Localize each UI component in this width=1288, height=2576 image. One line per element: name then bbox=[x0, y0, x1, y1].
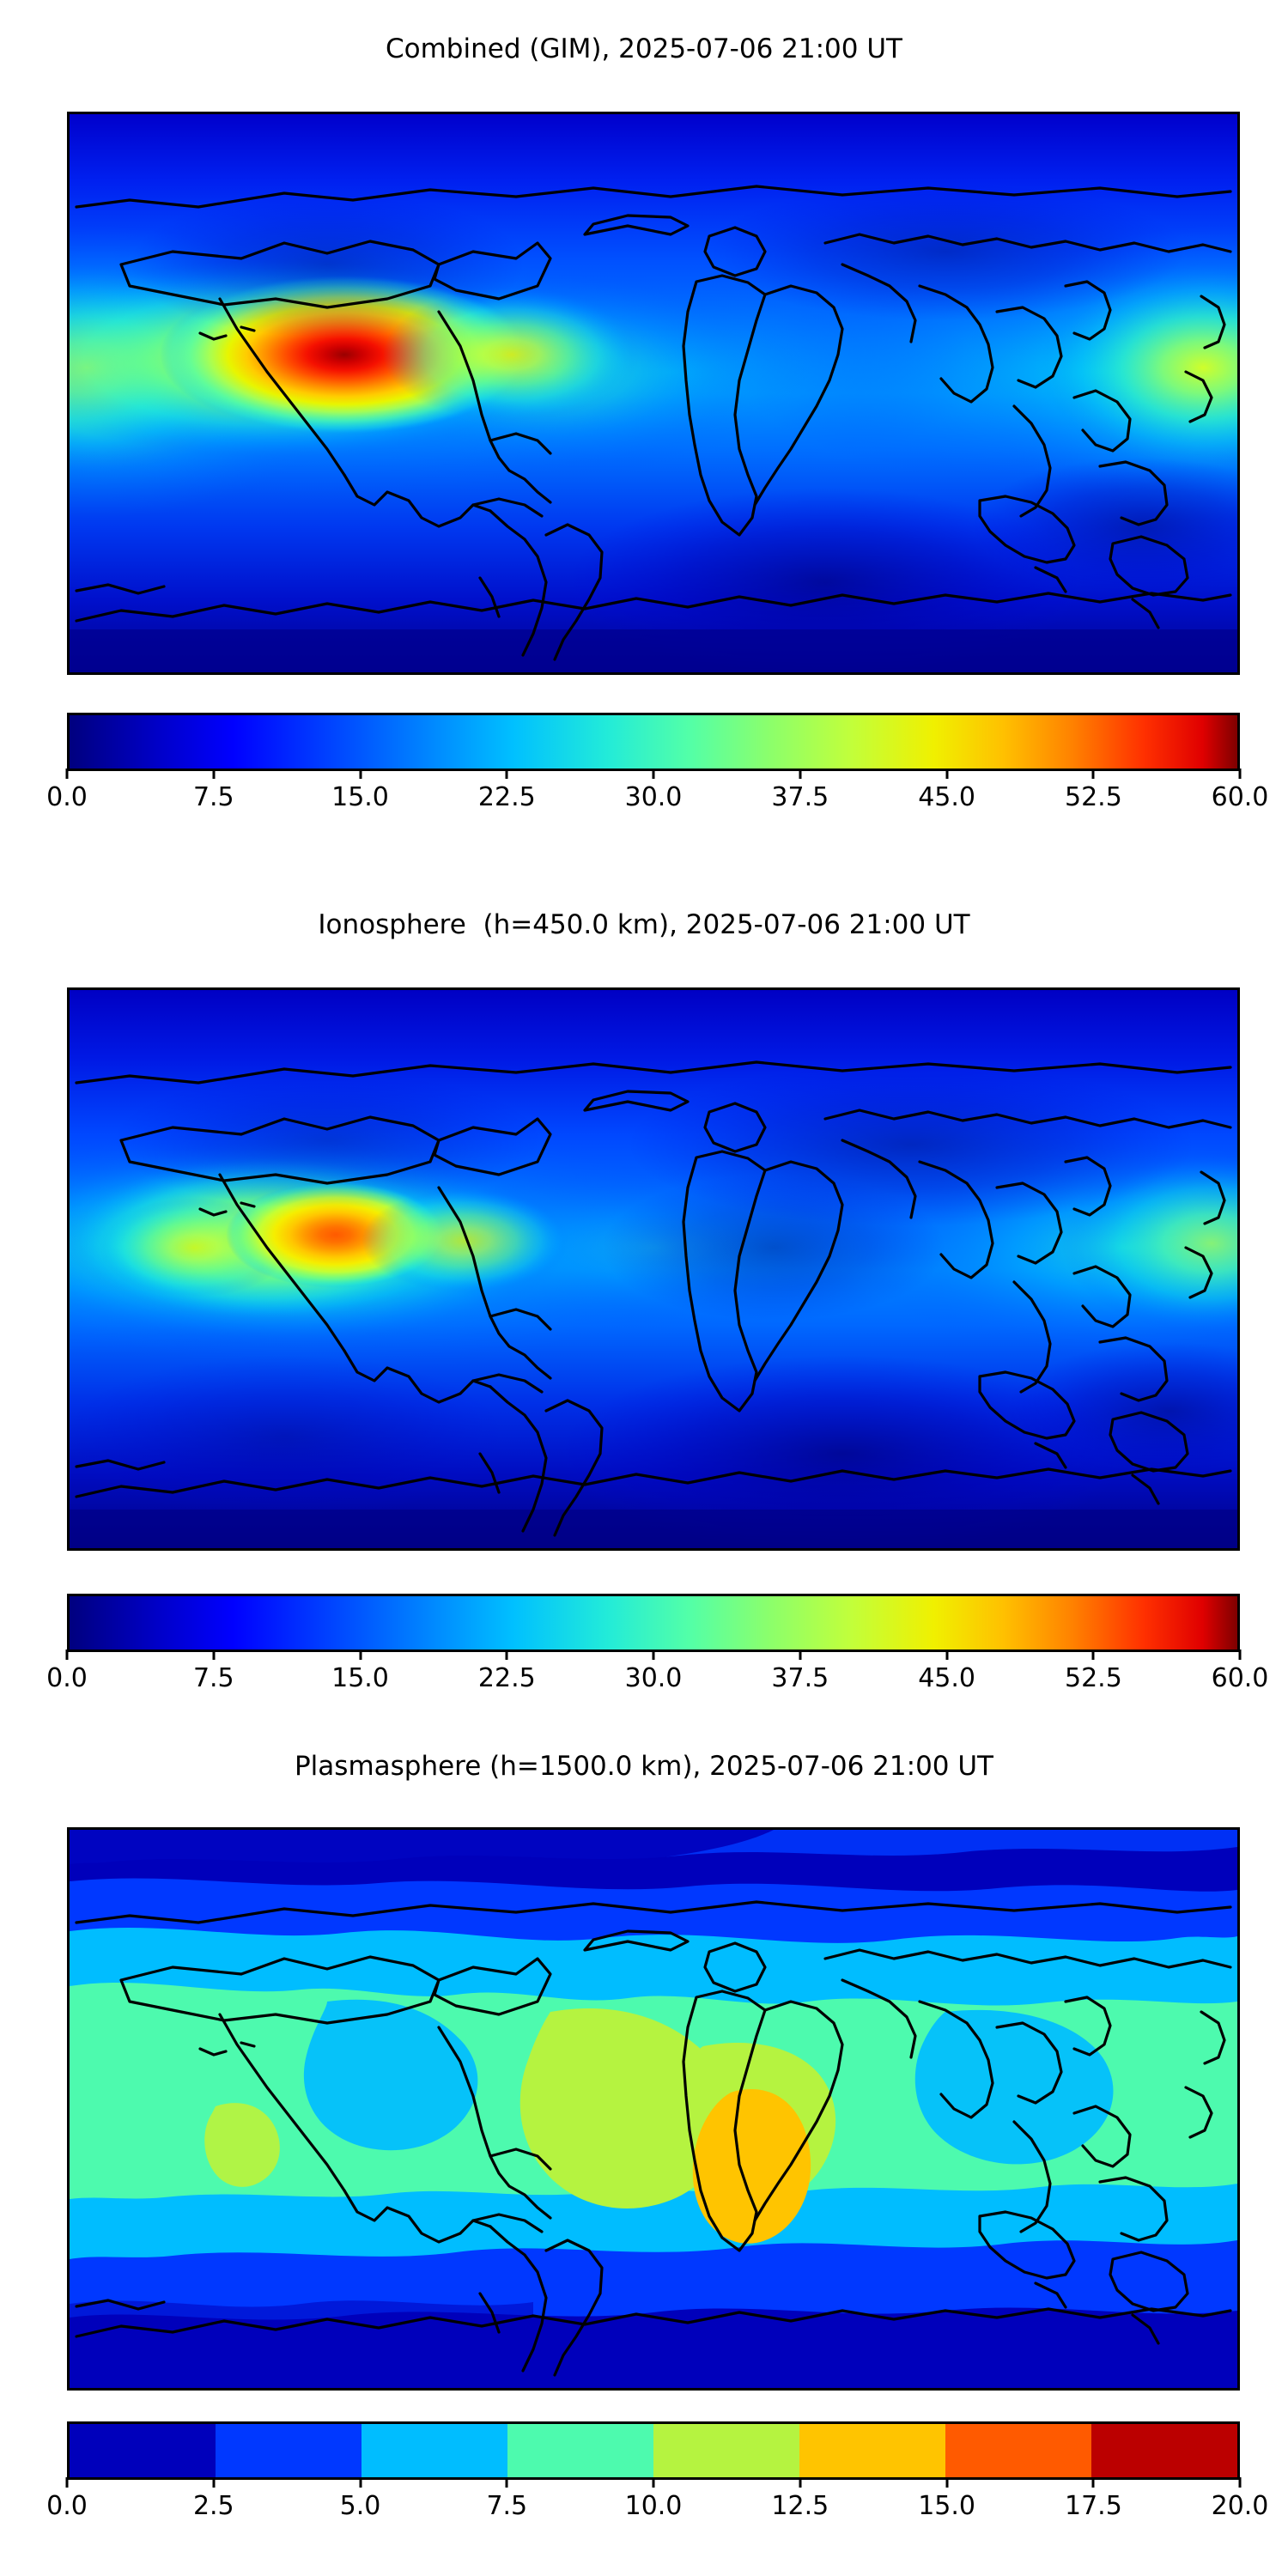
colorbar-ionosphere bbox=[67, 1594, 1240, 1652]
cbar1-tick-4: 30.0 bbox=[624, 782, 683, 812]
cbar1-tick-7: 52.5 bbox=[1064, 782, 1122, 812]
panel-title-combined: Combined (GIM), 2025-07-06 21:00 UT bbox=[386, 33, 902, 64]
cbar2-tick-3: 22.5 bbox=[477, 1663, 536, 1693]
cbar3-tick-6: 15.0 bbox=[918, 2491, 975, 2521]
cbar2-tick-0: 0.0 bbox=[46, 1663, 88, 1693]
map-ionosphere-canvas bbox=[70, 990, 1237, 1548]
cbar2-tick-1: 7.5 bbox=[192, 1663, 234, 1693]
cbar3-tick-8: 20.0 bbox=[1211, 2491, 1269, 2521]
cbar1-tick-3: 22.5 bbox=[477, 782, 536, 812]
cbar2-tick-6: 45.0 bbox=[918, 1663, 975, 1693]
cbar2-tick-8: 60.0 bbox=[1211, 1663, 1269, 1693]
cbar3-band-7 bbox=[1091, 2424, 1237, 2477]
map-plasmasphere-canvas bbox=[70, 1830, 1237, 2388]
panel-combined: Combined (GIM), 2025-07-06 21:00 UT bbox=[0, 0, 1288, 859]
cbar3-band-0 bbox=[70, 2424, 216, 2477]
colorbar-combined-labels: 0.0 7.5 15.0 22.5 30.0 37.5 45.0 52.5 60… bbox=[0, 785, 1288, 819]
cbar1-tick-2: 15.0 bbox=[331, 782, 389, 812]
cbar3-tick-4: 10.0 bbox=[624, 2491, 683, 2521]
cbar3-band-1 bbox=[216, 2424, 361, 2477]
colorbar-ionosphere-labels: 0.0 7.5 15.0 22.5 30.0 37.5 45.0 52.5 60… bbox=[0, 1666, 1288, 1700]
cbar3-tick-0: 0.0 bbox=[46, 2491, 88, 2521]
map-combined-canvas bbox=[70, 114, 1237, 672]
cbar1-tick-6: 45.0 bbox=[918, 782, 975, 812]
cbar2-tick-2: 15.0 bbox=[331, 1663, 389, 1693]
cbar3-tick-7: 17.5 bbox=[1064, 2491, 1122, 2521]
colorbar-ionosphere-gradient bbox=[70, 1596, 1237, 1649]
colorbar-combined bbox=[67, 713, 1240, 771]
map-ionosphere bbox=[67, 987, 1240, 1551]
cbar3-tick-1: 2.5 bbox=[192, 2491, 234, 2521]
cbar3-band-2 bbox=[361, 2424, 507, 2477]
colorbar-plasmasphere-ticks bbox=[65, 2477, 1242, 2488]
colorbar-ionosphere-ticks bbox=[65, 1649, 1242, 1660]
tec-field-ionosphere bbox=[70, 990, 1237, 1548]
cbar3-tick-5: 12.5 bbox=[771, 2491, 829, 2521]
cbar1-tick-1: 7.5 bbox=[192, 782, 234, 812]
colorbar-plasmasphere-bands bbox=[70, 2424, 1237, 2477]
cbar3-band-5 bbox=[799, 2424, 945, 2477]
colorbar-combined-gradient bbox=[70, 715, 1237, 769]
tec-field-combined bbox=[70, 114, 1237, 672]
cbar2-tick-7: 52.5 bbox=[1064, 1663, 1122, 1693]
cbar3-band-4 bbox=[653, 2424, 799, 2477]
cbar3-tick-3: 7.5 bbox=[486, 2491, 528, 2521]
cbar2-tick-4: 30.0 bbox=[624, 1663, 683, 1693]
panel-title-ionosphere: Ionosphere (h=450.0 km), 2025-07-06 21:0… bbox=[318, 909, 970, 940]
colorbar-plasmasphere-labels: 0.0 2.5 5.0 7.5 10.0 12.5 15.0 17.5 20.0 bbox=[0, 2494, 1288, 2528]
colorbar-combined-ticks bbox=[65, 769, 1242, 779]
cbar3-band-3 bbox=[507, 2424, 653, 2477]
colorbar-plasmasphere bbox=[67, 2421, 1240, 2480]
cbar3-band-6 bbox=[945, 2424, 1091, 2477]
cbar1-tick-0: 0.0 bbox=[46, 782, 88, 812]
panel-plasmasphere: Plasmasphere (h=1500.0 km), 2025-07-06 2… bbox=[0, 1735, 1288, 2576]
map-combined bbox=[67, 112, 1240, 675]
cbar3-tick-2: 5.0 bbox=[339, 2491, 381, 2521]
tec-field-plasmasphere bbox=[70, 1830, 1237, 2388]
map-plasmasphere bbox=[67, 1827, 1240, 2391]
panel-ionosphere: Ionosphere (h=450.0 km), 2025-07-06 21:0… bbox=[0, 859, 1288, 1735]
cbar1-tick-8: 60.0 bbox=[1211, 782, 1269, 812]
cbar1-tick-5: 37.5 bbox=[771, 782, 829, 812]
panel-title-plasmasphere: Plasmasphere (h=1500.0 km), 2025-07-06 2… bbox=[294, 1751, 993, 1782]
cbar2-tick-5: 37.5 bbox=[771, 1663, 829, 1693]
